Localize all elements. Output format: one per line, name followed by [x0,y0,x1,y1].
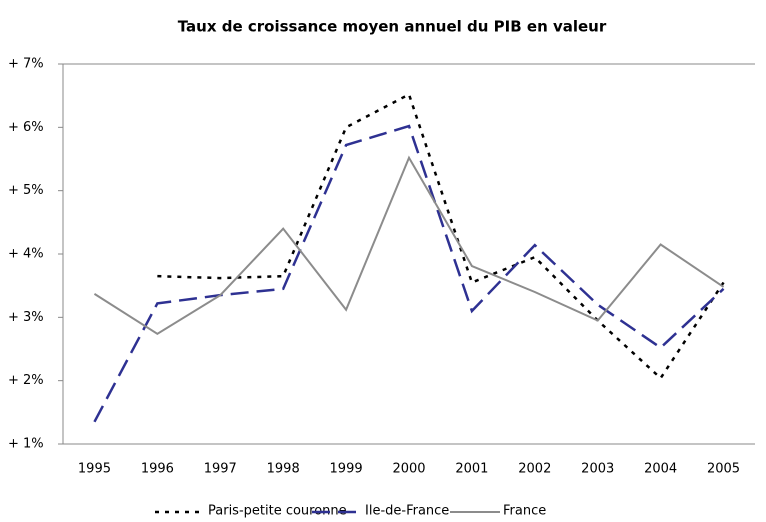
legend-label: Paris-petite couronne [208,504,347,519]
x-tick-label: 2005 [707,462,740,477]
y-tick-label: + 4% [8,247,44,262]
x-tick-label: 2001 [455,462,488,477]
y-tick-label: + 7% [8,57,44,72]
x-tick-label: 2003 [581,462,614,477]
x-tick-label: 2000 [392,462,425,477]
x-tick-label: 1996 [141,462,174,477]
x-tick-label: 2004 [644,462,677,477]
x-tick-label: 1995 [78,462,111,477]
x-tick-label: 1997 [204,462,237,477]
series-line [93,124,725,423]
legend-label: France [503,504,546,519]
x-tick-label: 1999 [330,462,363,477]
chart-title: Taux de croissance moyen annuel du PIB e… [178,18,607,36]
y-tick-label: + 3% [8,310,44,325]
y-tick-label: + 1% [8,437,44,452]
legend-label: Ile-de-France [365,504,449,519]
x-tick-label: 1998 [267,462,300,477]
y-tick-label: + 5% [8,183,44,198]
series-line [157,92,725,381]
y-tick-label: + 6% [8,120,44,135]
y-tick-label: + 2% [8,373,44,388]
series-line [93,155,725,335]
x-tick-label: 2002 [518,462,551,477]
